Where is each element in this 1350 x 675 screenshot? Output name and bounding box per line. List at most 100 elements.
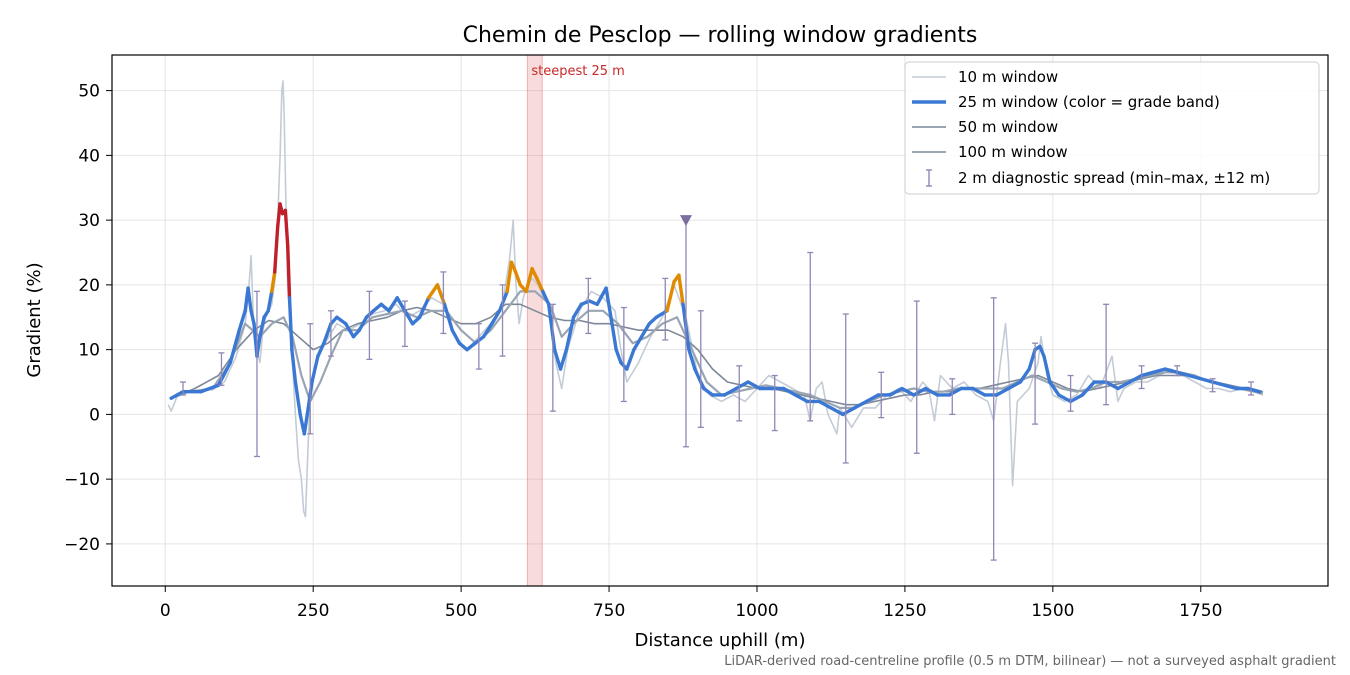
- series-25m-segment: [994, 386, 1011, 397]
- series-25m-segment: [1222, 383, 1238, 391]
- series-25m-segment: [571, 302, 583, 319]
- series-25m-segment: [322, 322, 333, 345]
- series-25m-segment: [465, 341, 478, 352]
- series-25m-segment: [403, 309, 415, 326]
- error-bar: [1138, 365, 1145, 390]
- error-bar: [1248, 381, 1255, 396]
- series-25m-segment: [310, 354, 320, 384]
- legend-label-100m: 100 m window: [958, 143, 1068, 161]
- series-25m-segment: [1199, 377, 1215, 384]
- series-25m-segment: [344, 322, 356, 339]
- error-bar: [1174, 365, 1181, 377]
- plot-frame: [111, 54, 1329, 587]
- error-bar: [620, 306, 627, 403]
- series-25m-segment: [335, 315, 348, 326]
- error-bar: [307, 323, 314, 435]
- series-25m-segment: [258, 315, 266, 339]
- chart-title: Chemin de Pesclop — rolling window gradi…: [463, 23, 978, 48]
- legend-label-errorbar: 2 m diagnostic spread (min–max, ±12 m): [958, 169, 1270, 187]
- series-25m-segment: [293, 380, 302, 417]
- series-25m-segment: [481, 322, 494, 339]
- legend-label-50m: 50 m window: [958, 118, 1058, 136]
- highlight-label: steepest 25 m: [531, 64, 624, 79]
- series-25m-segment: [1006, 380, 1023, 391]
- series-25m-segment: [817, 399, 833, 410]
- error-bar: [1067, 374, 1074, 412]
- series-25m-segment: [1246, 386, 1262, 394]
- triangle-down-icon: [679, 215, 692, 227]
- series-25m-segment: [450, 328, 462, 345]
- legend: 10 m window 25 m window (color = grade b…: [904, 61, 1320, 195]
- series-25m-segment: [1068, 393, 1085, 404]
- error-bar: [327, 310, 334, 357]
- error-bar: [807, 251, 814, 422]
- error-bar: [366, 290, 373, 361]
- error-bar: [990, 297, 997, 561]
- x-tick-label: 1000: [735, 601, 778, 621]
- steepest-25m-highlight: steepest 25 m: [526, 54, 625, 587]
- series-25m-segment: [632, 334, 644, 352]
- series-25m-segment: [625, 347, 636, 371]
- series-25m-segment: [535, 276, 545, 294]
- series-25m-segment: [1080, 380, 1096, 397]
- error-bar: [253, 290, 260, 458]
- series-25m-segment: [687, 347, 697, 371]
- peak-marker: [679, 215, 692, 227]
- series-25m-segment: [852, 399, 869, 410]
- series-25m-segment: [395, 296, 407, 313]
- series-line-100m: [170, 303, 1264, 406]
- error-bar: [401, 300, 408, 348]
- series-25m-segment: [273, 224, 280, 274]
- x-tick-label: 500: [445, 601, 477, 621]
- y-tick-label: 50: [78, 82, 100, 102]
- error-bar: [842, 313, 849, 464]
- x-tick-label: 1750: [1179, 601, 1222, 621]
- series-25m-segment: [595, 286, 608, 307]
- series-25m-segment: [793, 393, 809, 404]
- error-bar: [662, 277, 669, 341]
- series-25m-segment: [864, 393, 880, 404]
- series-25m-segment: [357, 315, 369, 332]
- series-line-50m: [170, 290, 1264, 409]
- y-tick-label: 30: [78, 211, 100, 231]
- error-bar: [499, 284, 506, 357]
- series-25m-segment: [287, 296, 294, 352]
- series-25m-segment: [216, 360, 233, 387]
- series-25m-segment: [1018, 367, 1031, 384]
- series-25m-segment: [665, 279, 676, 313]
- series-25m-segment: [1057, 393, 1073, 404]
- error-bar: [736, 365, 743, 422]
- series-25m-segment: [1027, 347, 1037, 371]
- series-25m-segment: [541, 289, 551, 307]
- x-tick-label: 1250: [883, 601, 926, 621]
- series-25m-segment: [283, 208, 290, 248]
- series-25m-segment: [1048, 380, 1061, 397]
- series-25m-segment: [1042, 354, 1052, 384]
- error-bar: [697, 310, 704, 428]
- series-25m-segment: [1038, 344, 1046, 358]
- error-bar: [440, 271, 447, 335]
- error-bar: [913, 300, 920, 454]
- series-25m-segment: [497, 289, 509, 313]
- error-bar: [878, 371, 885, 419]
- y-tick-label: −20: [64, 535, 100, 555]
- series-25m-segment: [546, 302, 557, 352]
- series-25m-segment: [513, 270, 522, 287]
- series-25m-segment: [552, 347, 563, 371]
- series-25m-segment: [558, 347, 569, 371]
- y-tick-label: −10: [64, 470, 100, 490]
- series-25m-segment: [387, 296, 399, 313]
- series-25m-segment: [888, 386, 904, 397]
- series-25m-segment: [610, 322, 618, 352]
- series-25m-segment: [1210, 380, 1227, 387]
- series-25m-segment: [604, 286, 614, 326]
- series-25m-segment: [564, 315, 576, 352]
- series-25m-segment: [505, 260, 514, 294]
- error-bar: [771, 374, 778, 432]
- series-25m-segment: [270, 270, 277, 294]
- series-25m-segment: [169, 390, 185, 400]
- legend-label-25m: 25 m window (color = grade band): [958, 93, 1220, 111]
- error-bar: [585, 277, 592, 335]
- series-25m-segment: [266, 289, 274, 313]
- series-25m-segment: [1163, 367, 1179, 375]
